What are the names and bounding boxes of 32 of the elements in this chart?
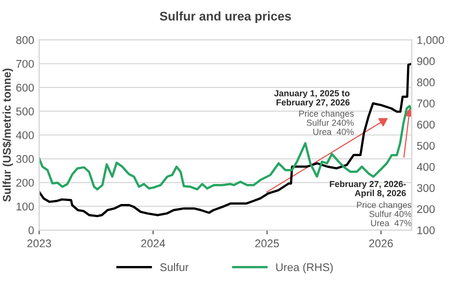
y2-tick-label: 400 (416, 162, 435, 171)
y-tick-label: 300 (16, 155, 34, 163)
line-series (39, 63, 412, 218)
y2-tick-label: 800 (417, 78, 435, 86)
y2-tick-label: 300 (417, 184, 435, 192)
y2-tick-label: 1,000 (417, 36, 444, 46)
legend-label: Sulfur (160, 263, 189, 272)
y-tick-label: 700 (16, 60, 34, 68)
y2-tick-label: 700 (417, 100, 435, 108)
x-tick-label: 2023 (27, 239, 52, 248)
y-tick-label: 600 (16, 84, 34, 92)
annotation: February 27, 2026- April 8, 2026 (330, 180, 406, 198)
y2-tick-label: 900 (417, 57, 435, 66)
y-tick-label: 800 (16, 36, 34, 44)
y-tick-label: 500 (16, 107, 34, 116)
y2-tick-label: 100 (417, 226, 435, 234)
y-tick-label: 100 (16, 202, 34, 210)
y-tick-label: 400 (16, 131, 34, 140)
annotation: Price changes Sulfur 40% Urea 47% (357, 202, 412, 226)
annotation: January 1, 2025 to February 27, 2026 (274, 90, 350, 108)
x-tick-label: 2024 (141, 239, 166, 248)
annotation: Price changes Sulfur 240% Urea 40% (299, 110, 354, 135)
y2-tick-label: 500 (417, 142, 435, 150)
y-tick-label: 200 (16, 178, 34, 187)
y-axis-title: Sulfur (US$/metric tonne) (2, 68, 13, 202)
x-tick-label: 2026 (369, 239, 393, 248)
y2-tick-label: 600 (417, 120, 435, 129)
y-tick-label: 0 (28, 226, 34, 234)
chart-title: Sulfur and urea prices (160, 11, 291, 24)
legend-label: Urea (RHS) (276, 263, 333, 274)
y2-tick-label: 200 (417, 205, 435, 214)
x-tick-label: 2025 (255, 239, 279, 248)
